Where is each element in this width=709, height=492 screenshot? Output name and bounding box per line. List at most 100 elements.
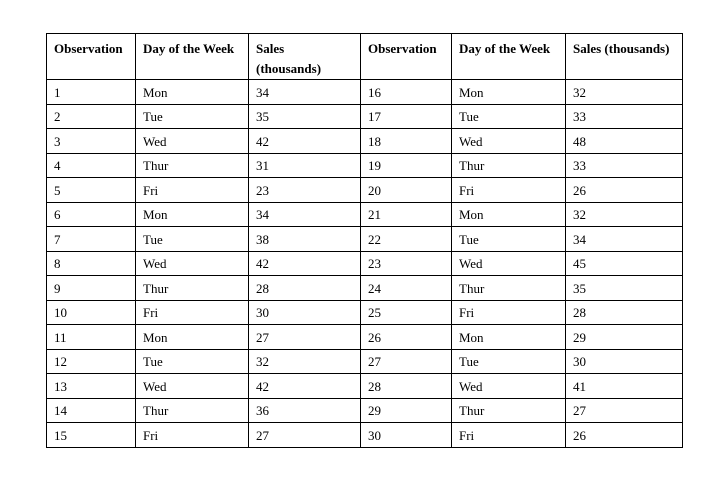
cell-day-left: Tue [135, 348, 249, 375]
cell-sales-left: 35 [248, 103, 361, 130]
cell-sales-left: 42 [248, 128, 361, 154]
cell-day-right: Thur [451, 397, 566, 424]
cell-sales-right: 30 [565, 348, 683, 375]
cell-observation-left: 7 [46, 226, 136, 252]
table-row: 14 Thur 36 29 Thur 27 [46, 397, 683, 424]
cell-observation-left: 11 [46, 324, 136, 350]
cell-observation-left: 15 [46, 422, 136, 448]
cell-day-left: Thur [135, 152, 249, 179]
cell-sales-left: 30 [248, 299, 361, 326]
cell-day-right: Mon [451, 79, 566, 105]
cell-day-left: Fri [135, 422, 249, 448]
cell-sales-right: 45 [565, 250, 683, 277]
cell-day-right: Tue [451, 226, 566, 252]
table-row: 1 Mon 34 16 Mon 32 [46, 79, 683, 105]
cell-day-left: Wed [135, 250, 249, 277]
cell-observation-left: 9 [46, 275, 136, 301]
cell-observation-left: 1 [46, 79, 136, 105]
cell-observation-right: 24 [360, 275, 452, 301]
cell-day-right: Fri [451, 422, 566, 448]
cell-observation-left: 5 [46, 177, 136, 203]
cell-day-left: Mon [135, 79, 249, 105]
cell-sales-left: 23 [248, 177, 361, 203]
cell-day-right: Wed [451, 373, 566, 399]
cell-sales-left: 27 [248, 324, 361, 350]
cell-day-left: Mon [135, 324, 249, 350]
cell-sales-left: 31 [248, 152, 361, 179]
cell-sales-right: 34 [565, 226, 683, 252]
cell-observation-right: 30 [360, 422, 452, 448]
document-page: Observation Day of the Week Sales (thous… [0, 32, 709, 492]
cell-observation-right: 22 [360, 226, 452, 252]
cell-sales-left: 34 [248, 79, 361, 105]
cell-observation-left: 6 [46, 201, 136, 228]
cell-sales-right: 41 [565, 373, 683, 399]
header-sales-right: Sales (thousands) [565, 32, 683, 81]
cell-sales-left: 34 [248, 201, 361, 228]
cell-day-right: Mon [451, 324, 566, 350]
cell-day-right: Wed [451, 128, 566, 154]
table-row: 10 Fri 30 25 Fri 28 [46, 299, 683, 326]
cell-observation-left: 10 [46, 299, 136, 326]
cell-sales-left: 38 [248, 226, 361, 252]
cell-sales-right: 35 [565, 275, 683, 301]
cell-sales-right: 26 [565, 422, 683, 448]
cell-sales-left: 28 [248, 275, 361, 301]
table-row: 15 Fri 27 30 Fri 26 [46, 422, 683, 448]
cell-day-right: Thur [451, 152, 566, 179]
cell-sales-right: 48 [565, 128, 683, 154]
table-row: 6 Mon 34 21 Mon 32 [46, 201, 683, 228]
cell-sales-right: 32 [565, 201, 683, 228]
header-row: Observation Day of the Week Sales (thous… [46, 32, 683, 81]
cell-observation-left: 2 [46, 103, 136, 130]
cell-day-left: Wed [135, 128, 249, 154]
cell-day-left: Mon [135, 201, 249, 228]
header-day-of-week-right: Day of the Week [451, 32, 566, 81]
cell-observation-right: 28 [360, 373, 452, 399]
cell-day-left: Tue [135, 103, 249, 130]
header-observation-left: Observation [46, 32, 136, 81]
cell-observation-left: 3 [46, 128, 136, 154]
table-row: 3 Wed 42 18 Wed 48 [46, 128, 683, 154]
sales-observations-table: Observation Day of the Week Sales (thous… [46, 32, 683, 448]
header-day-of-week-left: Day of the Week [135, 32, 249, 81]
cell-observation-right: 18 [360, 128, 452, 154]
cell-observation-left: 14 [46, 397, 136, 424]
cell-day-right: Fri [451, 299, 566, 326]
cell-sales-right: 32 [565, 79, 683, 105]
cell-observation-left: 8 [46, 250, 136, 277]
cell-observation-left: 4 [46, 152, 136, 179]
cell-observation-right: 26 [360, 324, 452, 350]
cell-sales-left: 27 [248, 422, 361, 448]
cell-observation-right: 17 [360, 103, 452, 130]
header-observation-right: Observation [360, 32, 452, 81]
table-row: 2 Tue 35 17 Tue 33 [46, 103, 683, 130]
cell-day-right: Thur [451, 275, 566, 301]
cell-sales-left: 42 [248, 373, 361, 399]
cell-day-left: Tue [135, 226, 249, 252]
cell-observation-right: 23 [360, 250, 452, 277]
table-body: 1 Mon 34 16 Mon 32 2 Tue 35 17 Tue 33 3 Wed 42 18 Wed 48 4… [46, 79, 683, 448]
cell-sales-right: 33 [565, 152, 683, 179]
table-row: 13 Wed 42 28 Wed 41 [46, 373, 683, 399]
cell-day-left: Fri [135, 177, 249, 203]
table-row: 5 Fri 23 20 Fri 26 [46, 177, 683, 203]
cell-day-left: Wed [135, 373, 249, 399]
cell-day-right: Mon [451, 201, 566, 228]
cell-observation-right: 27 [360, 348, 452, 375]
table-row: 4 Thur 31 19 Thur 33 [46, 152, 683, 179]
cell-sales-right: 29 [565, 324, 683, 350]
cell-sales-right: 27 [565, 397, 683, 424]
cell-day-left: Fri [135, 299, 249, 326]
cell-observation-right: 21 [360, 201, 452, 228]
cell-observation-right: 20 [360, 177, 452, 203]
cell-sales-right: 33 [565, 103, 683, 130]
cell-sales-right: 28 [565, 299, 683, 326]
cell-observation-left: 13 [46, 373, 136, 399]
cell-observation-right: 16 [360, 79, 452, 105]
cell-sales-left: 36 [248, 397, 361, 424]
header-sales-left: Sales (thousands) [248, 32, 361, 81]
cell-sales-left: 32 [248, 348, 361, 375]
cell-day-right: Tue [451, 103, 566, 130]
cell-observation-left: 12 [46, 348, 136, 375]
